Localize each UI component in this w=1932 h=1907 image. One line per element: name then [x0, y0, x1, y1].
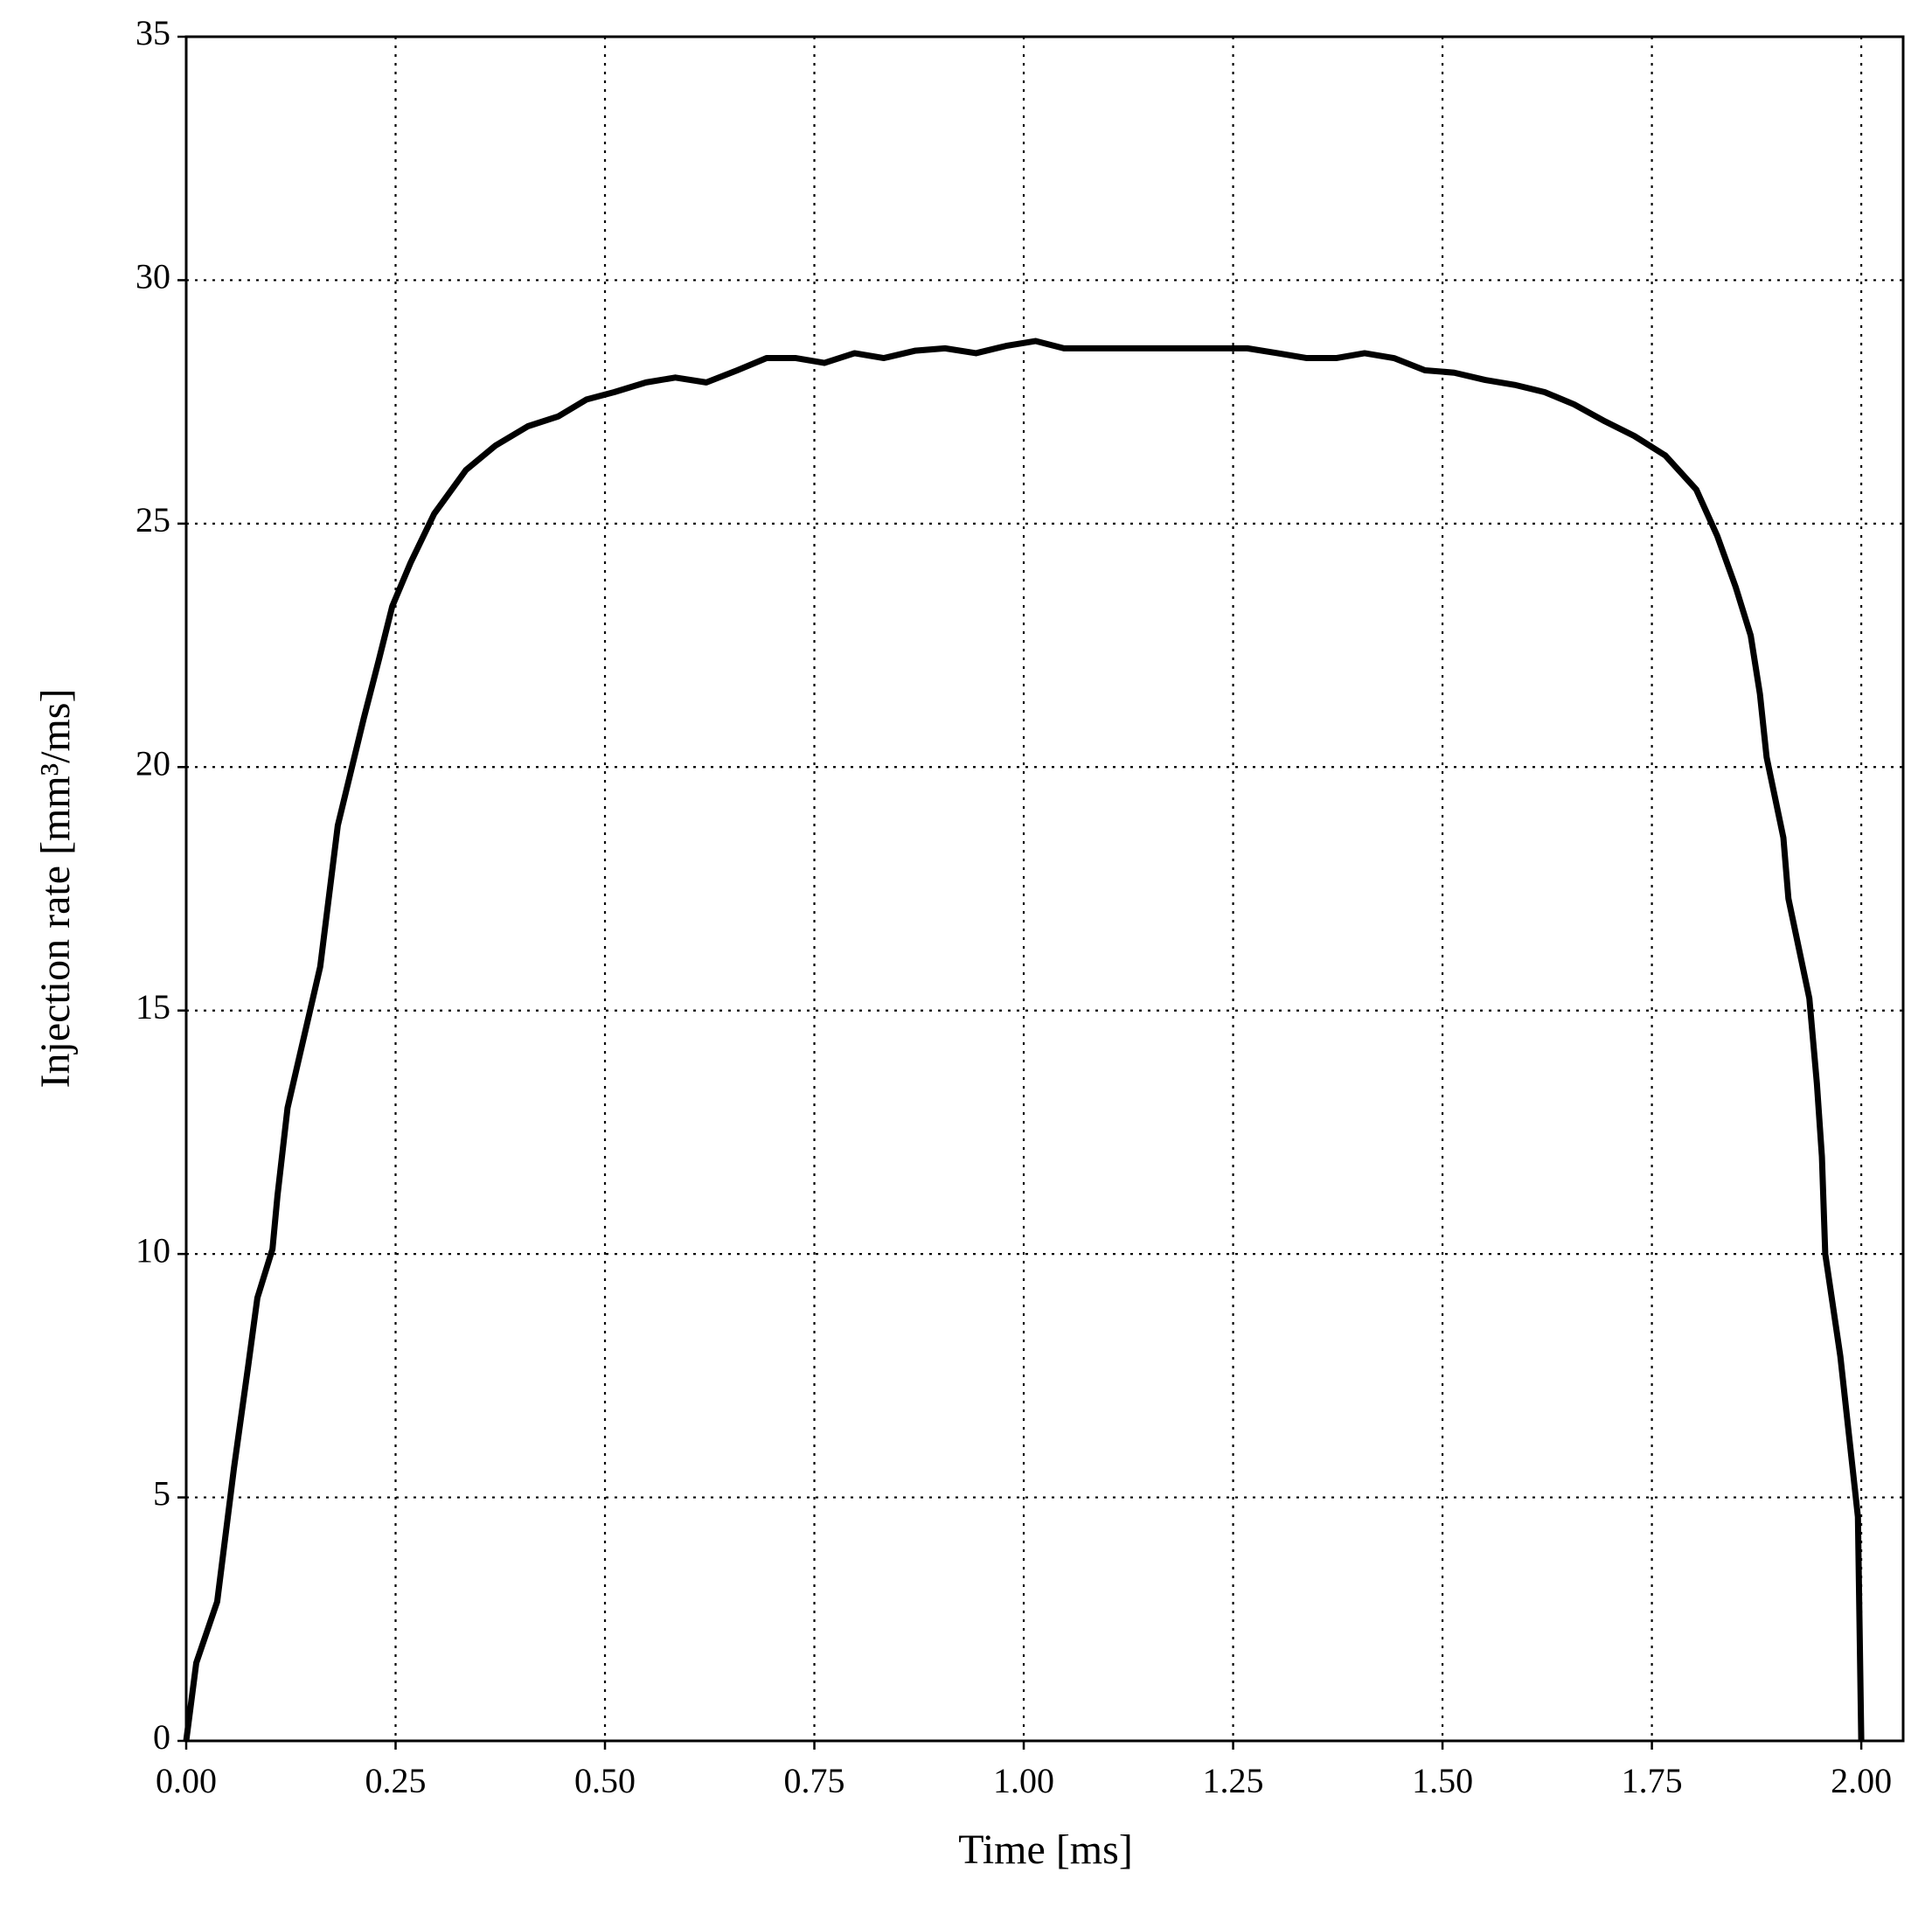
x-tick-label: 2.00 [1831, 1761, 1892, 1800]
y-tick-label: 15 [136, 987, 170, 1027]
x-tick-label: 0.00 [156, 1761, 217, 1800]
x-tick-label: 1.00 [993, 1761, 1054, 1800]
x-tick-label: 1.50 [1412, 1761, 1473, 1800]
x-tick-label: 0.75 [784, 1761, 845, 1800]
y-tick-label: 0 [153, 1717, 170, 1757]
x-tick-label: 0.25 [365, 1761, 427, 1800]
y-tick-label: 20 [136, 743, 170, 783]
x-tick-label: 1.75 [1622, 1761, 1683, 1800]
y-tick-label: 25 [136, 500, 170, 539]
plot-frame [184, 35, 1905, 1743]
y-tick-label: 10 [136, 1230, 170, 1270]
y-tick-label: 5 [153, 1474, 170, 1514]
y-tick-label: 30 [136, 257, 170, 296]
x-axis-label: Time [ms] [958, 1827, 1133, 1873]
y-tick-label: 35 [136, 13, 170, 52]
x-tick-label: 0.50 [574, 1761, 636, 1800]
y-axis-label: Injection rate [mm³/ms] [32, 689, 79, 1089]
data-line [183, 338, 1865, 1742]
x-tick-label: 1.25 [1203, 1761, 1264, 1800]
